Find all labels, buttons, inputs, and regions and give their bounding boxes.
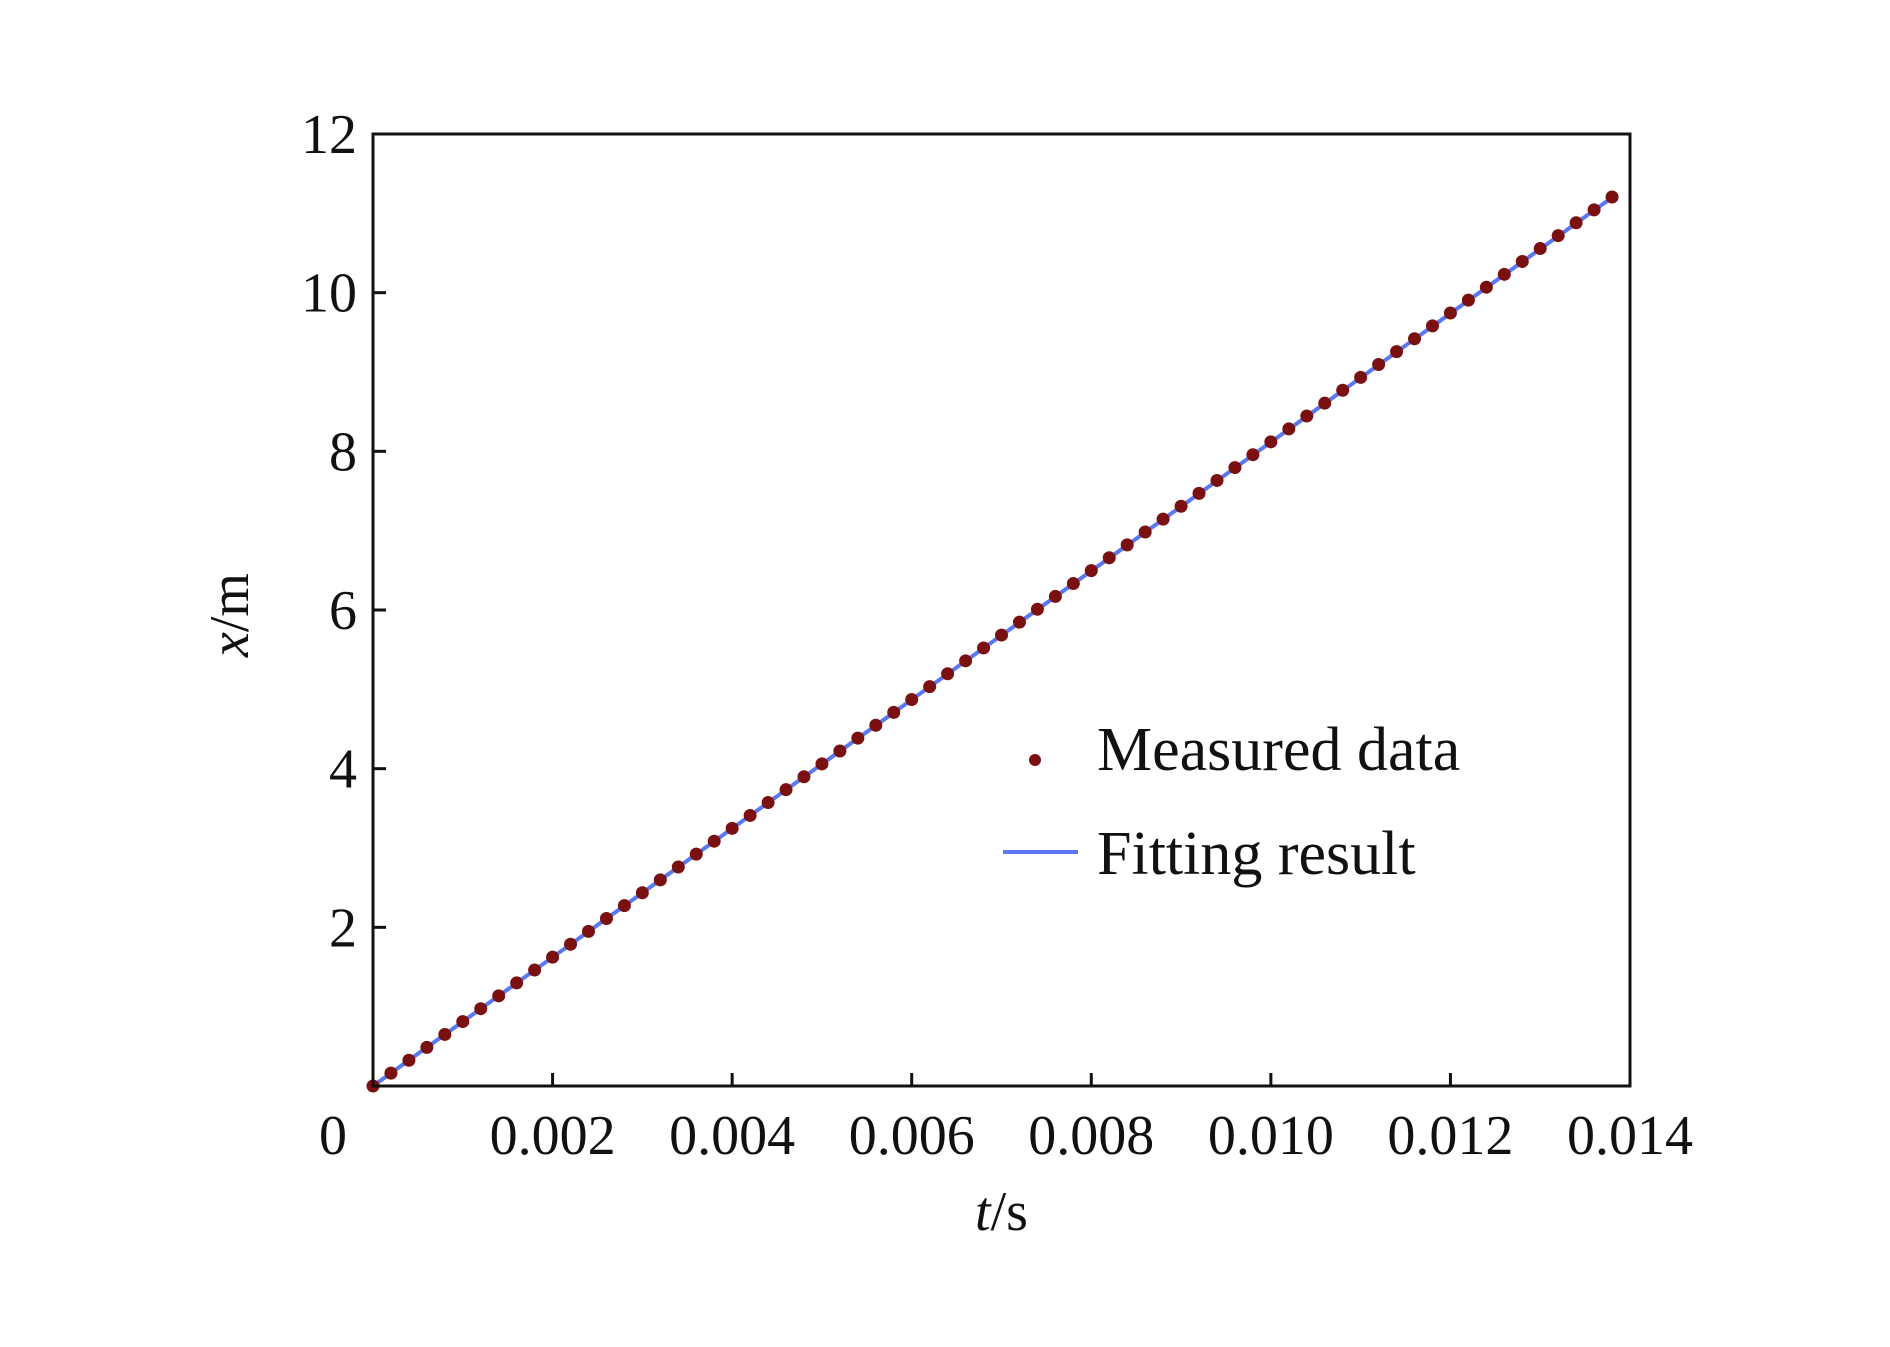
data-point <box>1066 577 1080 591</box>
data-point <box>510 976 524 990</box>
data-point <box>1030 602 1044 616</box>
data-point <box>1246 448 1260 462</box>
data-point <box>1408 332 1422 346</box>
data-point <box>1120 538 1134 552</box>
data-point <box>1084 564 1098 578</box>
data-point <box>420 1040 434 1054</box>
data-point <box>1569 216 1583 230</box>
x-tick-label: 0.006 <box>849 1105 975 1167</box>
data-point <box>779 783 793 797</box>
legend-label-fitting-result: Fitting result <box>1097 820 1416 888</box>
data-point <box>384 1066 398 1080</box>
x-tick-label: 0.012 <box>1387 1105 1513 1167</box>
data-point <box>1138 525 1152 539</box>
data-point <box>725 821 739 835</box>
data-point <box>671 860 685 874</box>
x-tick-label: 0.014 <box>1567 1105 1693 1167</box>
data-point <box>1443 306 1457 320</box>
data-point <box>492 989 506 1003</box>
data-point <box>1479 280 1493 294</box>
data-point <box>1533 242 1547 256</box>
data-point <box>977 641 991 655</box>
data-point <box>923 680 937 694</box>
x-axis-label: t/s <box>975 1181 1028 1243</box>
data-point <box>456 1015 470 1029</box>
data-point <box>1336 383 1350 397</box>
data-point <box>1318 396 1332 410</box>
axis-ticks: 0.002 0.004 0.006 0.008 0.010 0.012 0.014 2 4 6 8 1… <box>301 104 1693 1167</box>
data-point <box>869 718 883 732</box>
y-axis-label: x/m <box>199 573 261 658</box>
data-point <box>1156 512 1170 526</box>
fit-line-layer <box>371 195 1614 1088</box>
data-point <box>1515 254 1529 268</box>
x-tick-label: 0.008 <box>1028 1105 1154 1167</box>
legend: Measured data Fitting result <box>1003 716 1460 888</box>
data-point <box>1390 345 1404 359</box>
data-point <box>1174 499 1188 513</box>
x-axis-variable: t <box>975 1181 992 1243</box>
data-point <box>402 1053 416 1067</box>
y-tick-label: 2 <box>329 897 357 959</box>
data-point <box>743 808 757 822</box>
data-point <box>1372 358 1386 372</box>
y-axis-unit: /m <box>199 573 261 632</box>
data-point <box>474 1002 488 1016</box>
data-point <box>581 924 595 938</box>
legend-marker-measured-data <box>1029 754 1041 766</box>
fit-line <box>371 195 1614 1088</box>
data-point <box>941 667 955 681</box>
data-point <box>995 628 1008 642</box>
data-point <box>599 912 613 926</box>
x-tick-label: 0.010 <box>1208 1105 1334 1167</box>
y-tick-label: 4 <box>329 739 357 801</box>
x-tick-label: 0.004 <box>669 1105 795 1167</box>
data-point <box>1587 203 1601 217</box>
data-point <box>1300 409 1314 423</box>
data-point <box>959 654 973 668</box>
data-point <box>1102 551 1116 565</box>
data-point <box>1012 615 1026 629</box>
measured-data-markers <box>366 190 1619 1093</box>
y-axis-variable: x <box>199 632 261 658</box>
x-tick-label: 0.002 <box>490 1105 616 1167</box>
data-point <box>546 950 560 964</box>
data-point <box>797 770 811 784</box>
y-tick-label: 10 <box>301 263 357 325</box>
data-point <box>689 847 703 861</box>
data-point <box>1210 473 1224 487</box>
data-point <box>1228 461 1242 475</box>
y-tick-label: 12 <box>301 104 357 166</box>
data-point <box>1605 190 1619 204</box>
y-tick-label: 6 <box>329 580 357 642</box>
data-point <box>617 899 631 913</box>
origin-tick-label: 0 <box>319 1105 347 1167</box>
data-point <box>1425 319 1439 333</box>
data-point <box>1282 422 1296 436</box>
data-point <box>833 744 847 758</box>
data-point <box>815 757 829 771</box>
data-point <box>887 705 901 719</box>
data-point <box>1048 589 1062 603</box>
data-point <box>528 963 542 977</box>
y-tick-label: 8 <box>329 421 357 483</box>
data-point <box>1264 435 1278 449</box>
data-point <box>1192 486 1206 500</box>
legend-label-measured-data: Measured data <box>1097 716 1460 784</box>
plot-frame <box>371 132 1632 1088</box>
data-point <box>707 834 721 848</box>
data-point <box>851 731 865 745</box>
data-point <box>438 1027 452 1041</box>
data-point <box>761 796 775 810</box>
data-point <box>1497 267 1511 281</box>
data-point <box>905 692 919 706</box>
data-point <box>1461 293 1475 307</box>
x-axis-unit: /s <box>991 1181 1028 1243</box>
data-point <box>635 886 649 900</box>
data-point <box>1551 229 1565 243</box>
data-point <box>653 873 667 887</box>
data-point <box>564 937 578 951</box>
data-point <box>1354 370 1368 384</box>
